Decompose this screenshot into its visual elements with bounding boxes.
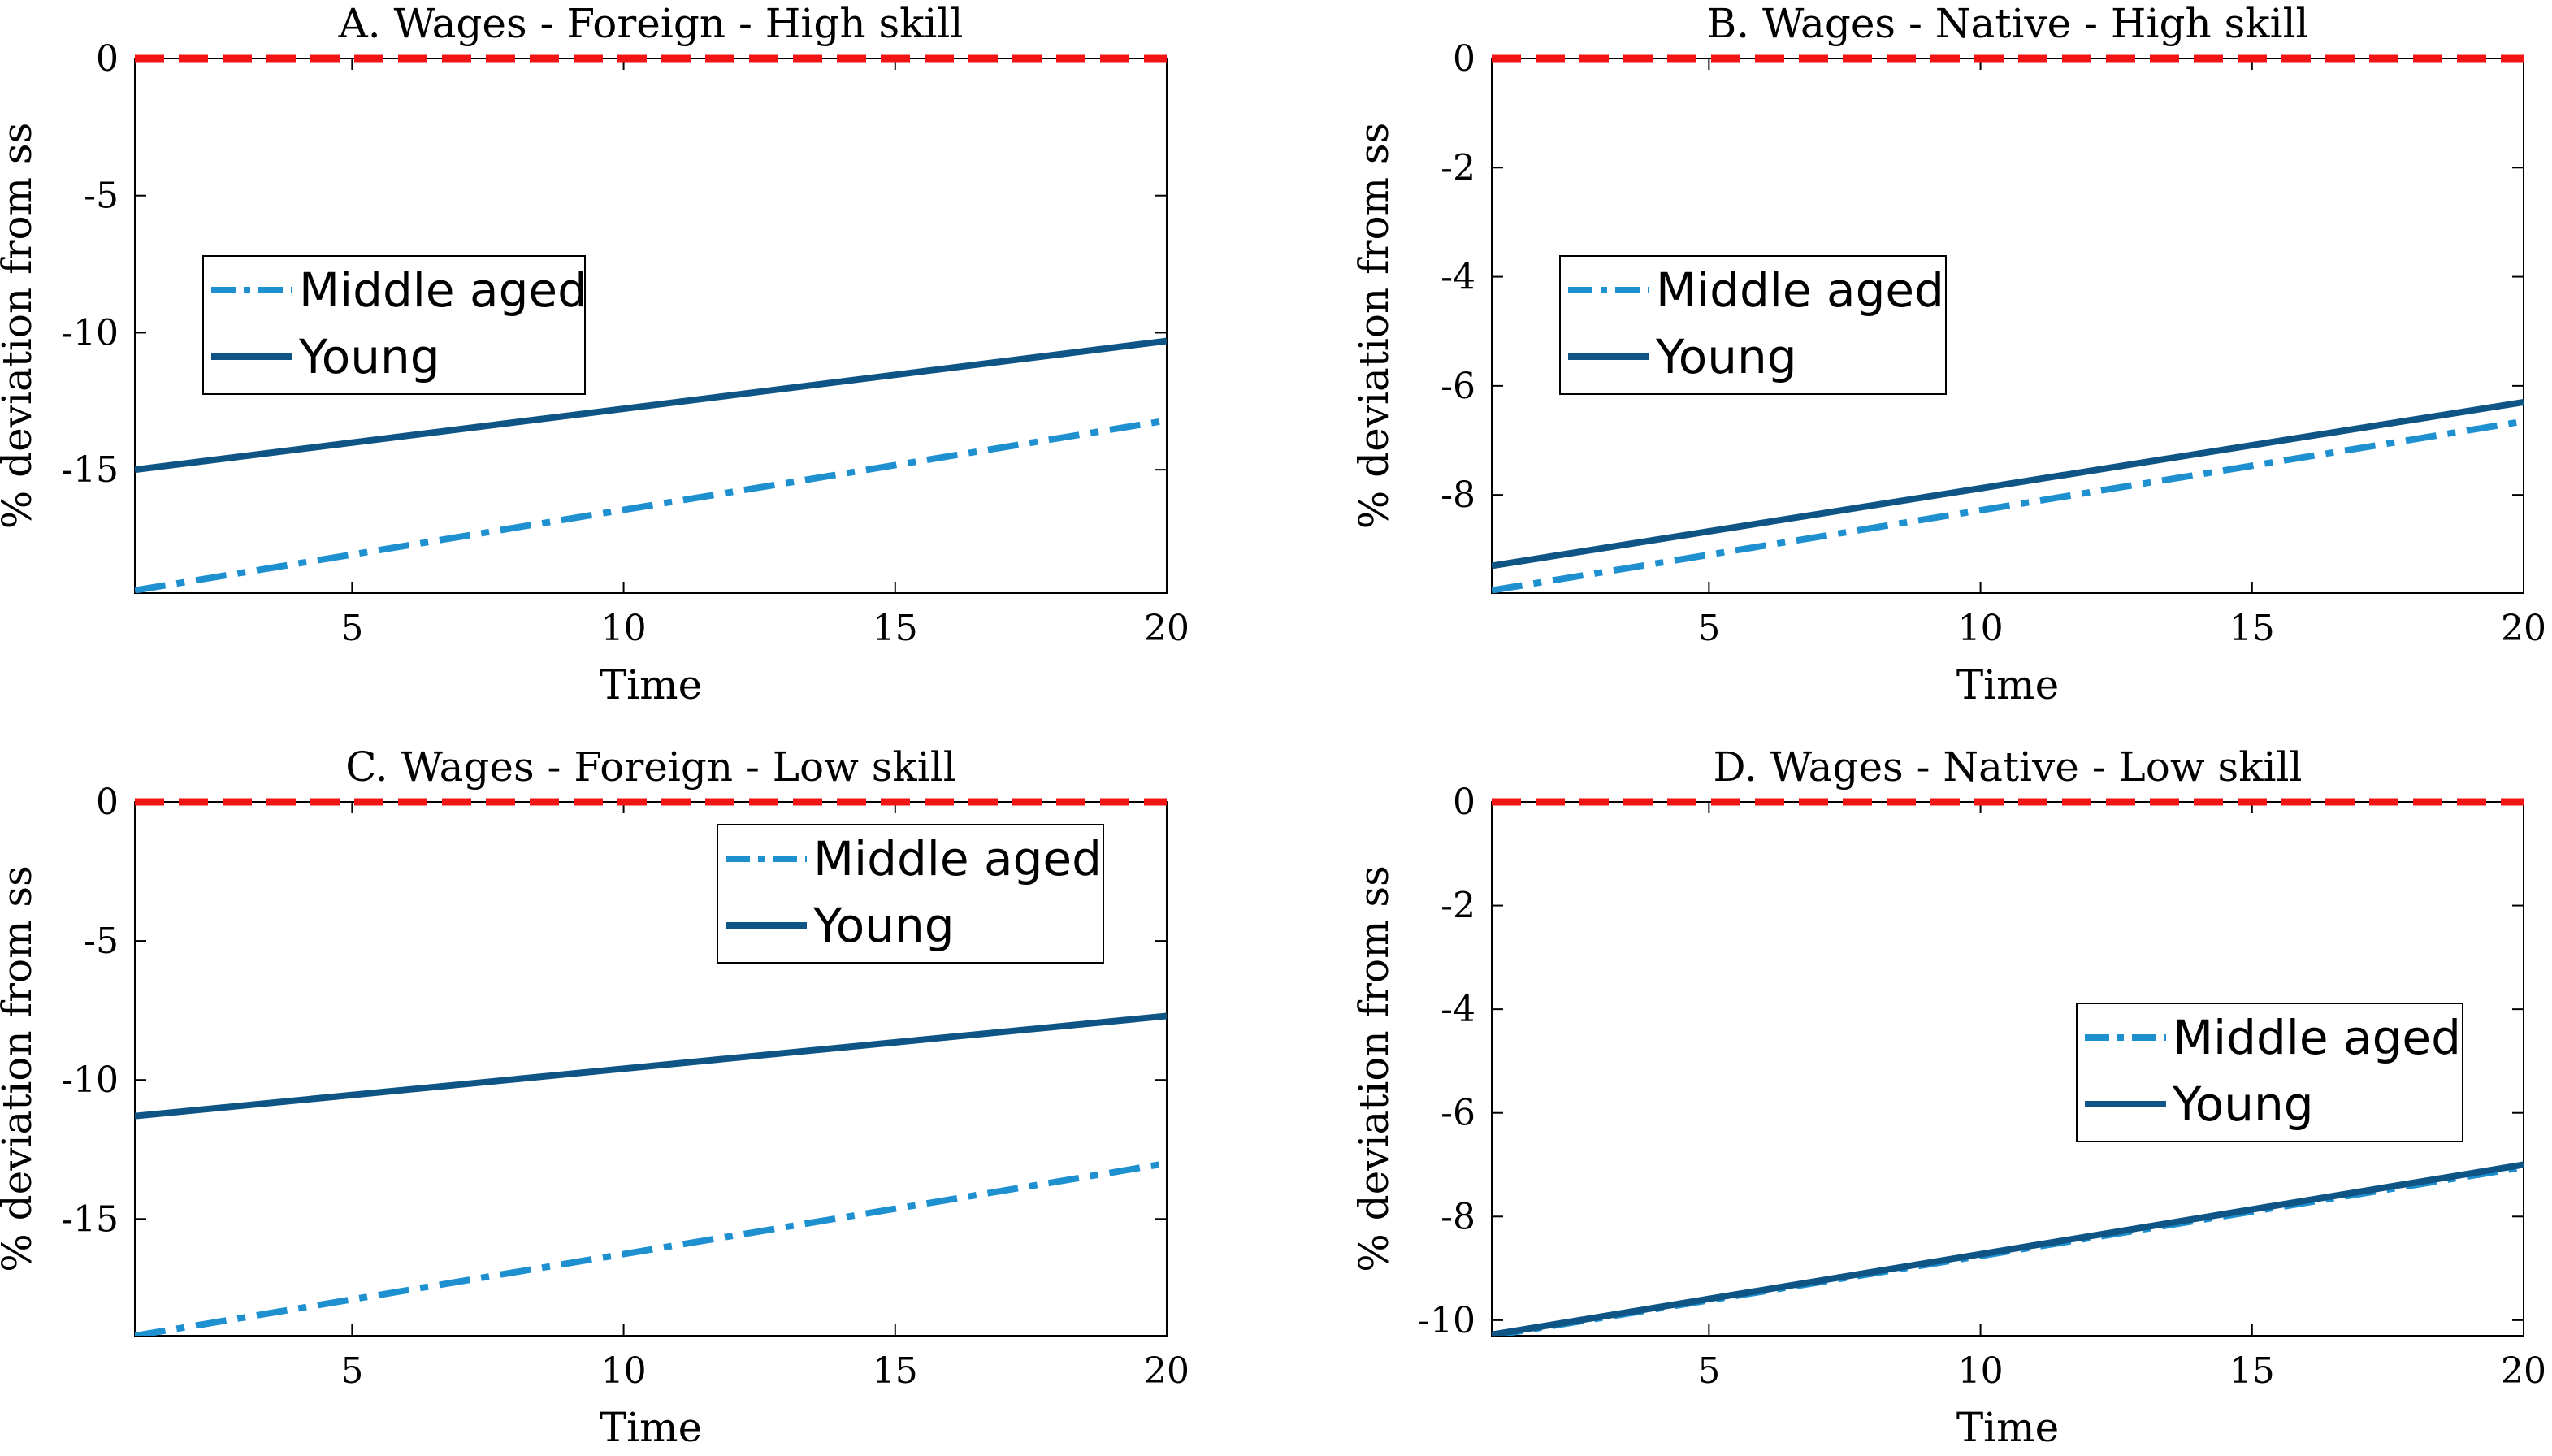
x-tick-label: 15 — [873, 608, 918, 649]
series-group — [1492, 54, 2524, 593]
x-tick-label: 5 — [1697, 608, 1720, 649]
series-line-middle-aged — [135, 1159, 1167, 1336]
y-tick-label: -8 — [1441, 1196, 1475, 1237]
y-tick-label: -10 — [61, 1060, 119, 1101]
y-tick-label: 0 — [96, 38, 119, 80]
panel-a: A. Wages - Foreign - High skill 5 10 15 20 0 -… — [0, 0, 1189, 708]
y-axis-label: % deviation from ss — [1350, 123, 1397, 529]
y-tick-label: -6 — [1441, 366, 1475, 407]
x-tick-label: 20 — [2501, 608, 2546, 649]
x-tick-label: 10 — [1958, 608, 2004, 649]
x-tick-label: 5 — [340, 1350, 363, 1392]
y-tick-label: -4 — [1441, 989, 1475, 1030]
y-tick-label: -15 — [61, 449, 119, 491]
x-tick-label: 20 — [1144, 1350, 1189, 1392]
x-tick-label: 20 — [1144, 608, 1189, 649]
x-tick-label: 5 — [1697, 1350, 1720, 1392]
x-axis-label: Time — [600, 1404, 702, 1451]
x-tick-label: 10 — [1958, 1350, 2004, 1392]
series-group — [135, 54, 1167, 593]
y-tick-label: -5 — [84, 921, 119, 962]
y-tick-label: -15 — [61, 1198, 119, 1240]
legend-box — [2076, 1003, 2463, 1142]
x-tick-label: 15 — [2229, 608, 2275, 649]
legend-box — [1559, 255, 1947, 395]
panel-b: B. Wages - Native - High skill 5 10 15 20 0 -2… — [1350, 0, 2546, 708]
y-tick-label: 0 — [1453, 38, 1475, 80]
x-tick-label: 5 — [340, 608, 363, 649]
legend-label: Young — [1655, 329, 1797, 384]
y-tick-label: -8 — [1441, 474, 1475, 516]
series-line-young — [135, 337, 1167, 474]
legend-label: Young — [2172, 1077, 2314, 1132]
legend: Middle aged Young — [202, 255, 587, 395]
panel-title: B. Wages - Native - High skill — [1706, 0, 2308, 47]
legend-label: Young — [812, 898, 955, 953]
x-tick-label: 15 — [2229, 1350, 2275, 1392]
y-tick-label: -5 — [84, 176, 119, 217]
series-line-middle-aged — [135, 417, 1167, 593]
panel-title: D. Wages - Native - Low skill — [1714, 743, 2303, 791]
series-group — [1492, 798, 2524, 1336]
axes-box — [134, 801, 1168, 1337]
series-line-middle-aged — [1492, 418, 2524, 593]
legend-label: Young — [298, 329, 440, 384]
panel-title: C. Wages - Foreign - Low skill — [345, 743, 955, 791]
y-tick-label: -6 — [1441, 1093, 1475, 1134]
y-tick-label: 0 — [96, 782, 119, 823]
series-line-young — [1492, 1161, 2524, 1336]
axes-box — [134, 58, 1168, 594]
x-tick-label: 15 — [873, 1350, 918, 1392]
axes-box — [1491, 801, 2524, 1337]
y-axis-label: % deviation from ss — [1350, 865, 1397, 1272]
legend-box — [202, 255, 586, 395]
legend: Middle aged Young — [2076, 1003, 2463, 1142]
x-tick-label: 20 — [2501, 1350, 2546, 1392]
legend-box — [717, 824, 1104, 964]
legend-label: Middle aged — [1656, 262, 1944, 318]
x-axis-label: Time — [600, 661, 702, 708]
x-axis-label: Time — [1956, 661, 2059, 708]
y-axis-label: % deviation from ss — [0, 865, 41, 1272]
y-tick-label: -10 — [61, 312, 119, 353]
panel-title: A. Wages - Foreign - High skill — [338, 0, 964, 47]
y-tick-label: -2 — [1441, 147, 1475, 188]
legend-label: Middle aged — [813, 831, 1102, 886]
y-axis-label: % deviation from ss — [0, 123, 41, 529]
legend-label: Middle aged — [299, 262, 587, 318]
x-tick-label: 10 — [601, 608, 647, 649]
x-tick-label: 10 — [601, 1350, 647, 1392]
series-line-young — [1492, 399, 2524, 570]
y-tick-label: -10 — [1418, 1300, 1475, 1341]
legend: Middle aged Young — [717, 824, 1104, 964]
panel-d: D. Wages - Native - Low skill 5 10 15 20 0 -2 -… — [1350, 743, 2546, 1451]
series-group — [135, 798, 1167, 1336]
y-tick-label: -2 — [1441, 886, 1475, 927]
legend-label: Middle aged — [2173, 1010, 2461, 1065]
axes-box — [1491, 58, 2524, 594]
y-tick-label: 0 — [1453, 782, 1475, 823]
legend: Middle aged Young — [1559, 255, 1947, 395]
x-axis-label: Time — [1956, 1404, 2059, 1451]
panel-c: C. Wages - Foreign - Low skill 5 10 15 20 0 -5… — [0, 743, 1189, 1451]
y-tick-label: -4 — [1441, 257, 1475, 298]
series-line-young — [135, 1012, 1167, 1120]
